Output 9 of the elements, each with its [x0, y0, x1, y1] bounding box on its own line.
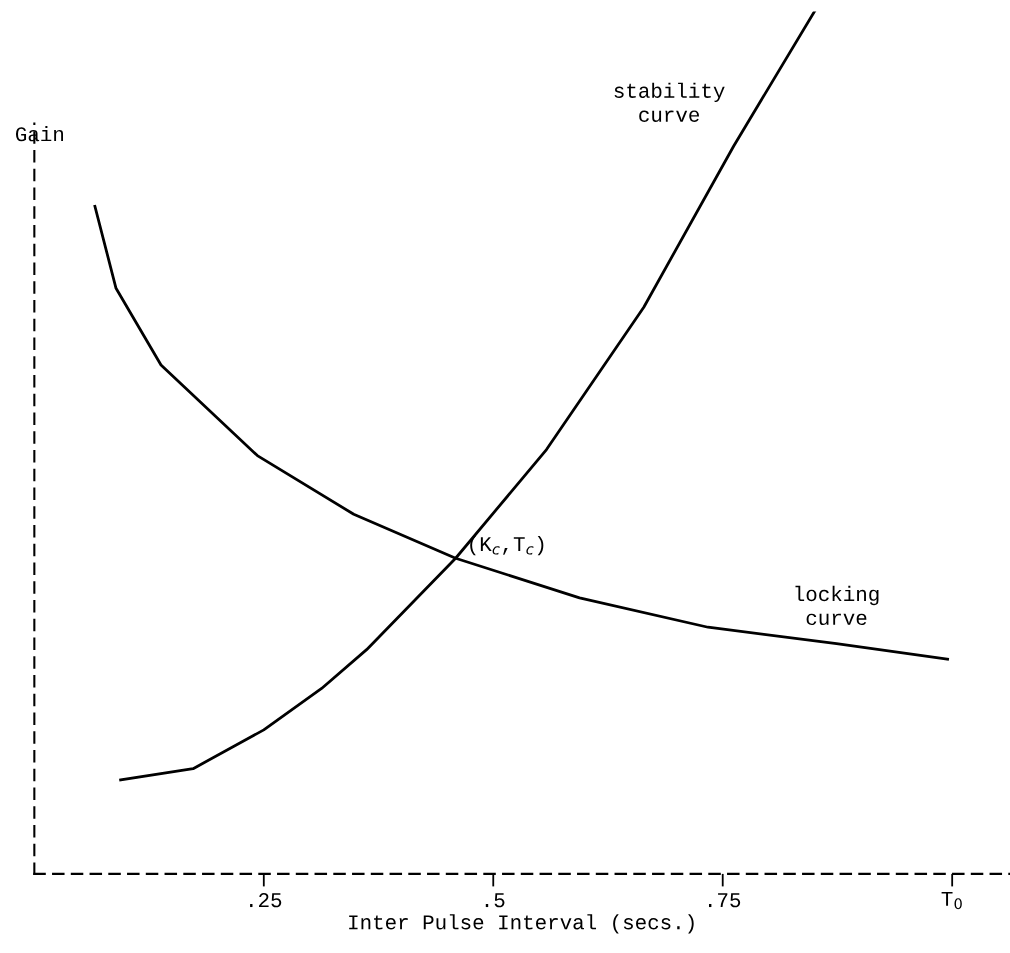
x-tick-label: .5: [485, 893, 505, 908]
x-tick-label: .25: [250, 893, 282, 908]
series-label: locking curve: [795, 585, 879, 626]
series-label: stability curve: [614, 82, 725, 122]
x-tick-label: .75: [709, 893, 741, 908]
x-axis-title: Inter Pulse Interval (secs.): [349, 914, 694, 934]
y-axis-title: Gain: [15, 126, 63, 142]
annotation: (K$_{c}$,T$_{c}$): [470, 535, 544, 556]
text: T$_{0}$: [941, 891, 962, 910]
